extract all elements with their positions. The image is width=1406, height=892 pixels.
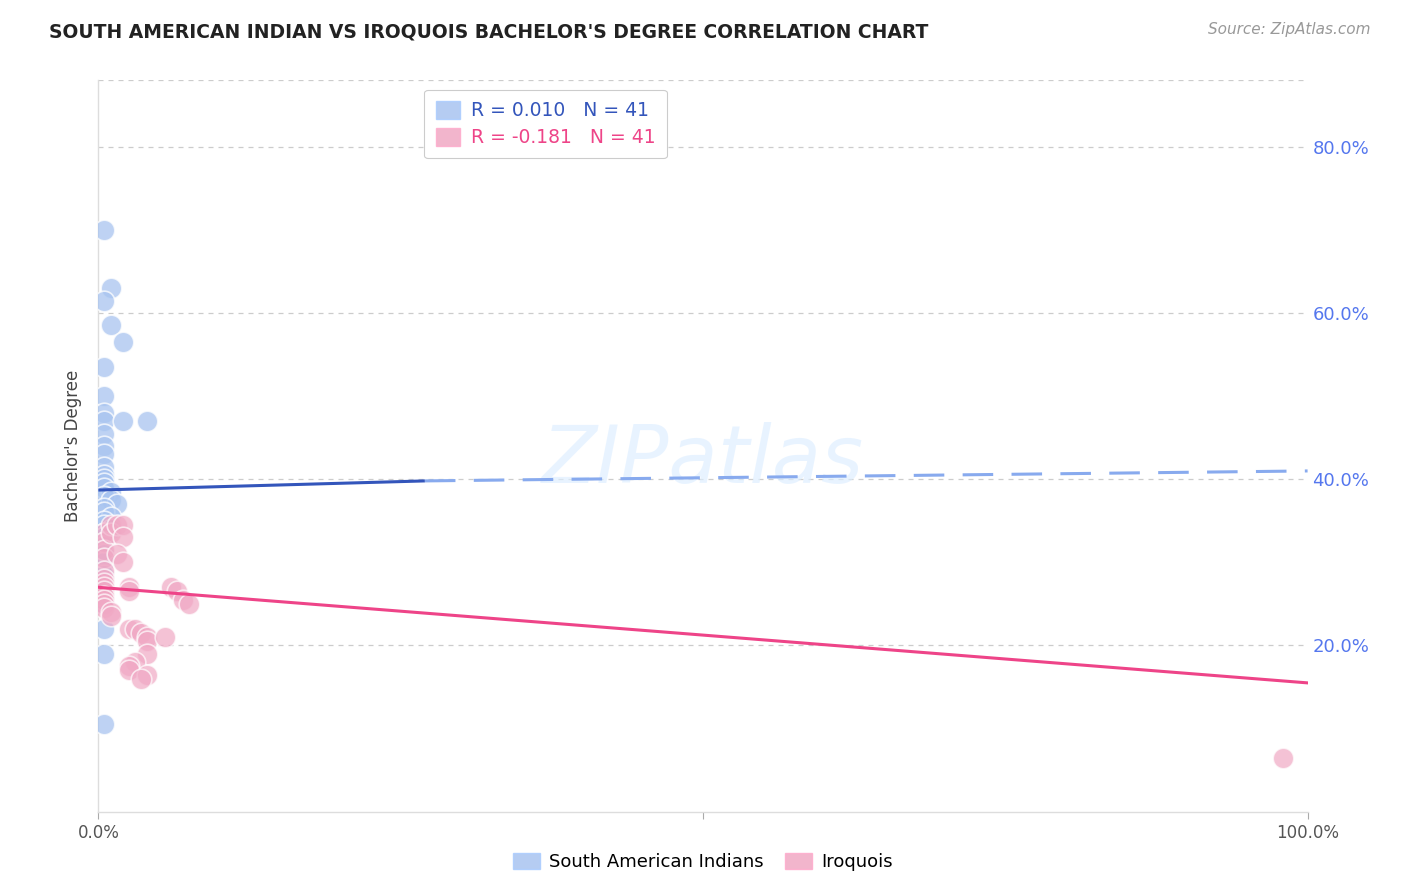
Point: [93, 293, 115, 308]
Point: [135, 647, 157, 661]
Point: [105, 547, 128, 561]
Point: [124, 655, 146, 669]
Point: [93, 551, 115, 566]
Point: [111, 518, 134, 533]
Point: [93, 534, 115, 549]
Point: [93, 542, 115, 557]
Point: [93, 564, 115, 578]
Point: [118, 622, 141, 636]
Point: [93, 567, 115, 582]
Point: [111, 335, 134, 350]
Point: [93, 526, 115, 541]
Point: [93, 426, 115, 441]
Point: [105, 497, 128, 511]
Point: [93, 589, 115, 603]
Point: [153, 630, 176, 644]
Point: [172, 592, 194, 607]
Point: [93, 414, 115, 428]
Point: [93, 447, 115, 461]
Text: ZIPatlas: ZIPatlas: [541, 422, 865, 500]
Point: [111, 555, 134, 569]
Point: [93, 597, 115, 611]
Point: [93, 472, 115, 486]
Point: [100, 493, 122, 508]
Point: [93, 530, 115, 544]
Point: [118, 659, 141, 673]
Point: [166, 584, 188, 599]
Point: [93, 647, 115, 661]
Point: [111, 530, 134, 544]
Point: [1272, 750, 1295, 764]
Point: [93, 459, 115, 474]
Point: [93, 597, 115, 611]
Point: [179, 597, 201, 611]
Point: [93, 526, 115, 541]
Point: [135, 667, 157, 681]
Point: [93, 389, 115, 403]
Point: [100, 522, 122, 536]
Point: [111, 414, 134, 428]
Point: [100, 509, 122, 524]
Text: Source: ZipAtlas.com: Source: ZipAtlas.com: [1208, 22, 1371, 37]
Point: [93, 506, 115, 520]
Point: [124, 622, 146, 636]
Point: [100, 281, 122, 295]
Point: [100, 318, 122, 333]
Y-axis label: Bachelor's Degree: Bachelor's Degree: [65, 370, 83, 522]
Point: [135, 630, 157, 644]
Point: [93, 717, 115, 731]
Point: [93, 580, 115, 594]
Point: [129, 672, 152, 686]
Point: [93, 481, 115, 495]
Point: [93, 576, 115, 591]
Point: [93, 514, 115, 528]
Point: [100, 518, 122, 533]
Point: [93, 489, 115, 503]
Point: [100, 526, 122, 541]
Point: [93, 572, 115, 586]
Point: [93, 547, 115, 561]
Point: [93, 622, 115, 636]
Text: SOUTH AMERICAN INDIAN VS IROQUOIS BACHELOR'S DEGREE CORRELATION CHART: SOUTH AMERICAN INDIAN VS IROQUOIS BACHEL…: [49, 22, 928, 41]
Point: [135, 414, 157, 428]
Legend: R = 0.010   N = 41, R = -0.181   N = 41: R = 0.010 N = 41, R = -0.181 N = 41: [425, 90, 668, 159]
Point: [93, 518, 115, 533]
Point: [93, 439, 115, 453]
Point: [93, 539, 115, 553]
Point: [100, 484, 122, 499]
Point: [93, 406, 115, 420]
Point: [93, 555, 115, 569]
Point: [160, 580, 183, 594]
Point: [118, 584, 141, 599]
Point: [93, 580, 115, 594]
Point: [93, 601, 115, 615]
Point: [118, 580, 141, 594]
Point: [93, 592, 115, 607]
Point: [93, 534, 115, 549]
Point: [93, 501, 115, 516]
Point: [93, 476, 115, 491]
Point: [93, 468, 115, 483]
Legend: South American Indians, Iroquois: South American Indians, Iroquois: [506, 846, 900, 879]
Point: [100, 609, 122, 624]
Point: [135, 634, 157, 648]
Point: [105, 518, 128, 533]
Point: [100, 605, 122, 619]
Point: [93, 584, 115, 599]
Point: [93, 359, 115, 374]
Point: [129, 626, 152, 640]
Point: [93, 223, 115, 237]
Point: [118, 664, 141, 678]
